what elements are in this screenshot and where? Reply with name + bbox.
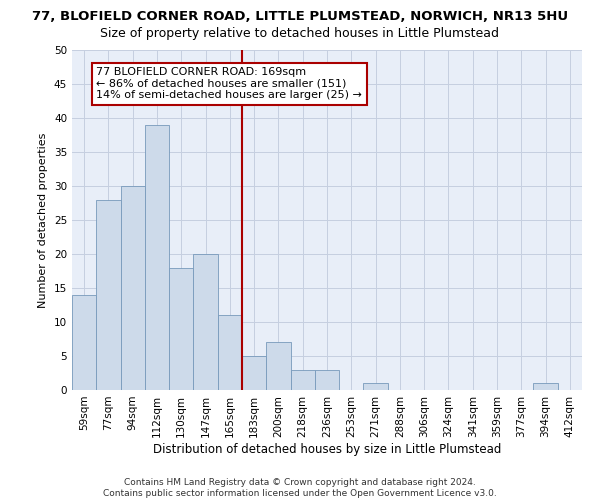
Text: 77 BLOFIELD CORNER ROAD: 169sqm
← 86% of detached houses are smaller (151)
14% o: 77 BLOFIELD CORNER ROAD: 169sqm ← 86% of… [96,67,362,100]
Bar [145,125,169,390]
Text: Size of property relative to detached houses in Little Plumstead: Size of property relative to detached ho… [101,28,499,40]
Bar [193,254,218,390]
Bar [242,356,266,390]
Bar [218,315,242,390]
Bar [315,370,339,390]
Bar [121,186,145,390]
Y-axis label: Number of detached properties: Number of detached properties [38,132,49,308]
Bar [533,383,558,390]
Bar [364,383,388,390]
Bar [290,370,315,390]
Bar [72,295,96,390]
Text: 77, BLOFIELD CORNER ROAD, LITTLE PLUMSTEAD, NORWICH, NR13 5HU: 77, BLOFIELD CORNER ROAD, LITTLE PLUMSTE… [32,10,568,23]
Text: Contains HM Land Registry data © Crown copyright and database right 2024.
Contai: Contains HM Land Registry data © Crown c… [103,478,497,498]
Bar [96,200,121,390]
Bar [169,268,193,390]
Bar [266,342,290,390]
X-axis label: Distribution of detached houses by size in Little Plumstead: Distribution of detached houses by size … [153,442,501,456]
